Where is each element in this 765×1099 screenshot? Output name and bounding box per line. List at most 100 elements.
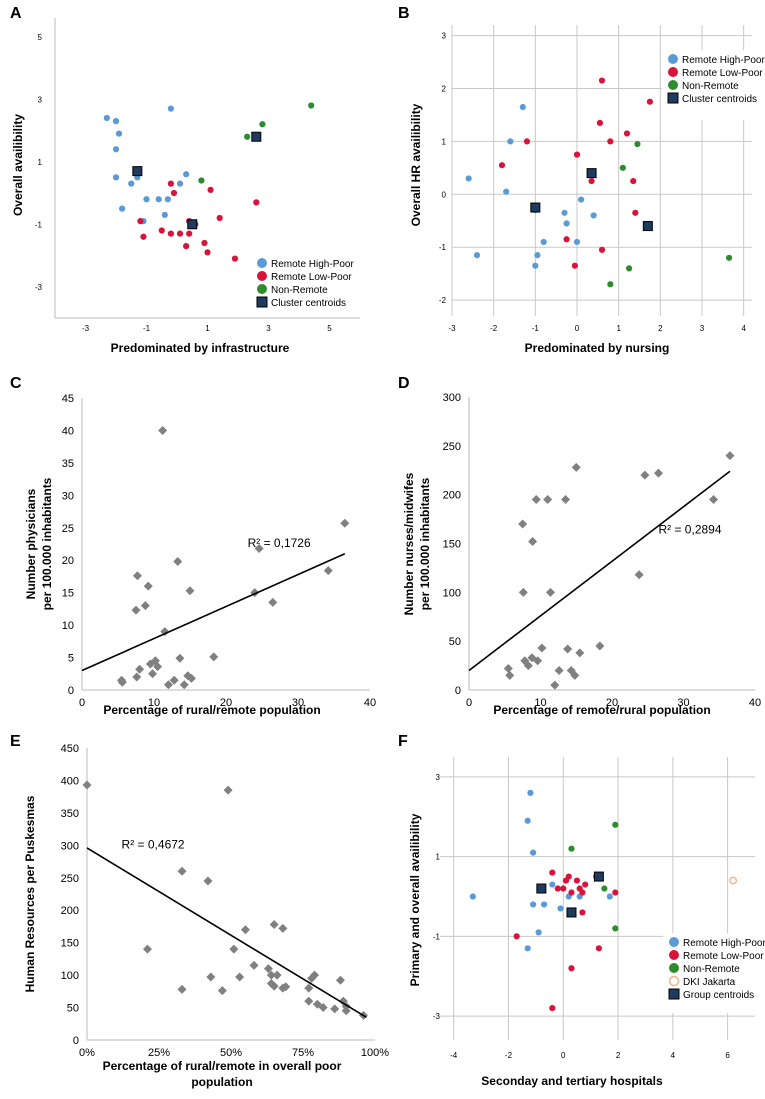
y-tick-label: 200 bbox=[443, 490, 461, 502]
y-tick-label: 1 bbox=[442, 137, 447, 146]
data-point bbox=[281, 982, 291, 992]
legend-label-centroid: Group centroids bbox=[683, 990, 754, 1001]
data-point-remote_high_poor bbox=[606, 893, 613, 900]
y-tick-label: 3 bbox=[38, 95, 43, 104]
data-point bbox=[135, 664, 145, 674]
x-tick-label: 1 bbox=[616, 324, 621, 333]
data-point-non_remote bbox=[612, 925, 619, 932]
data-point bbox=[533, 656, 543, 666]
data-point-remote_high_poor bbox=[128, 180, 135, 187]
data-point-remote_high_poor bbox=[540, 238, 547, 246]
legend-marker-non_remote bbox=[257, 284, 267, 294]
data-point bbox=[132, 571, 142, 581]
data-point-remote_low_poor bbox=[183, 243, 190, 250]
data-point-remote_low_poor bbox=[571, 262, 579, 269]
data-point bbox=[235, 972, 245, 982]
data-point bbox=[653, 468, 663, 478]
data-point-remote_high_poor bbox=[112, 174, 120, 181]
x-tick-label: 100% bbox=[361, 1047, 389, 1059]
data-point-remote_low_poor bbox=[573, 877, 581, 884]
x-tick-label: 4 bbox=[671, 1051, 676, 1060]
x-axis-title: Percentage of rural/remote population bbox=[103, 703, 320, 717]
data-point-non_remote bbox=[308, 102, 315, 109]
data-point bbox=[266, 970, 276, 980]
chart-panel-f: -4 -2 0 2 4 6 -3 -1 1 3 Remote High-Poor Remote Low… bbox=[408, 757, 765, 1088]
data-point bbox=[318, 1003, 328, 1013]
data-point bbox=[143, 581, 153, 591]
x-tick-label: 2 bbox=[616, 1051, 621, 1060]
x-tick-label: 40 bbox=[364, 697, 376, 709]
data-point-remote_low_poor bbox=[646, 98, 654, 105]
data-point-remote_high_poor bbox=[155, 196, 162, 203]
data-point bbox=[561, 495, 571, 505]
data-point-remote_high_poor bbox=[527, 789, 534, 796]
x-tick-label: 50% bbox=[220, 1047, 242, 1059]
data-point-remote_high_poor bbox=[578, 196, 585, 203]
r-squared-label: R² = 0,2894 bbox=[658, 523, 721, 537]
data-point-remote_high_poor bbox=[503, 188, 510, 195]
x-tick-label: 3 bbox=[700, 324, 705, 333]
x-tick-label: -2 bbox=[490, 324, 498, 333]
data-point bbox=[185, 586, 195, 596]
chart-panel-a: -3 -1 1 3 5 -3 -1 1 3 5 Remote High-Poor Remote Low… bbox=[11, 18, 360, 355]
legend-label-remote_high_poor: Remote High-Poor bbox=[683, 938, 765, 949]
data-point-remote_high_poor bbox=[557, 905, 564, 912]
x-tick-label: 5 bbox=[327, 324, 332, 333]
data-point bbox=[203, 876, 213, 886]
data-point bbox=[310, 970, 320, 980]
x-tick-label: 0 bbox=[466, 697, 472, 709]
data-point bbox=[709, 495, 719, 505]
y-tick-label: 35 bbox=[62, 458, 74, 470]
data-point-remote_high_poor bbox=[143, 196, 150, 203]
data-point-remote_high_poor bbox=[530, 901, 537, 908]
trend-line bbox=[81, 553, 346, 672]
y-tick-label: 3 bbox=[442, 32, 447, 41]
data-point bbox=[117, 677, 127, 687]
data-point-remote_low_poor bbox=[158, 227, 165, 234]
data-point-remote_high_poor bbox=[112, 146, 120, 153]
legend-marker-remote_low_poor bbox=[257, 271, 267, 281]
data-point-remote_low_poor bbox=[579, 909, 586, 916]
data-point-centroid bbox=[536, 883, 547, 894]
r-squared-label: R² = 0,1726 bbox=[248, 536, 311, 550]
data-point bbox=[240, 925, 250, 935]
data-point-remote_high_poor bbox=[519, 103, 526, 111]
trend-line bbox=[468, 470, 731, 672]
data-point-remote_high_poor bbox=[465, 175, 472, 182]
data-point-remote_low_poor bbox=[170, 189, 178, 197]
legend-label-remote_high_poor: Remote High-Poor bbox=[682, 55, 765, 66]
data-point-remote_low_poor bbox=[598, 246, 606, 253]
y-tick-label: 0 bbox=[455, 685, 461, 697]
data-point bbox=[304, 983, 314, 993]
x-tick-label: 0% bbox=[79, 1047, 95, 1059]
y-axis-title: Overall HR availibility bbox=[409, 103, 423, 226]
data-point-remote_low_poor bbox=[167, 180, 174, 187]
data-point-remote_low_poor bbox=[596, 119, 604, 126]
data-point-remote_low_poor bbox=[140, 233, 147, 240]
data-point-remote_low_poor bbox=[167, 230, 174, 237]
legend-label-non_remote: Non-Remote bbox=[682, 81, 739, 92]
panel-label-d: D bbox=[398, 375, 410, 392]
data-point-centroid bbox=[251, 131, 262, 142]
y-tick-label: 150 bbox=[443, 539, 461, 551]
panel-label-b: B bbox=[398, 5, 410, 22]
chart-panel-d: 0 10 20 30 40 0 50 100 150 200 250 300 R² = 0,2894 Pe… bbox=[402, 392, 761, 717]
data-point bbox=[341, 1006, 351, 1016]
x-axis-title-line1: Percentage of rural/remote in overall po… bbox=[103, 1059, 342, 1073]
legend-marker-remote_high_poor bbox=[668, 54, 678, 64]
y-axis-title-line1: Number physicians bbox=[24, 488, 38, 599]
legend-marker-dki_jakarta bbox=[668, 975, 680, 987]
y-tick-label: 5 bbox=[68, 653, 74, 665]
data-point-remote_low_poor bbox=[201, 239, 208, 247]
data-point-remote_low_poor bbox=[582, 881, 589, 888]
data-point-remote_high_poor bbox=[532, 262, 539, 269]
data-point-non_remote bbox=[612, 821, 619, 828]
data-point bbox=[268, 597, 278, 607]
y-tick-label: 150 bbox=[61, 938, 79, 950]
data-point-remote_low_poor bbox=[568, 965, 575, 972]
data-point bbox=[158, 425, 168, 435]
data-point bbox=[537, 643, 547, 653]
legend-label-remote_low_poor: Remote Low-Poor bbox=[682, 68, 763, 79]
data-point-remote_high_poor bbox=[535, 929, 542, 936]
x-tick-label: 2 bbox=[658, 324, 663, 333]
